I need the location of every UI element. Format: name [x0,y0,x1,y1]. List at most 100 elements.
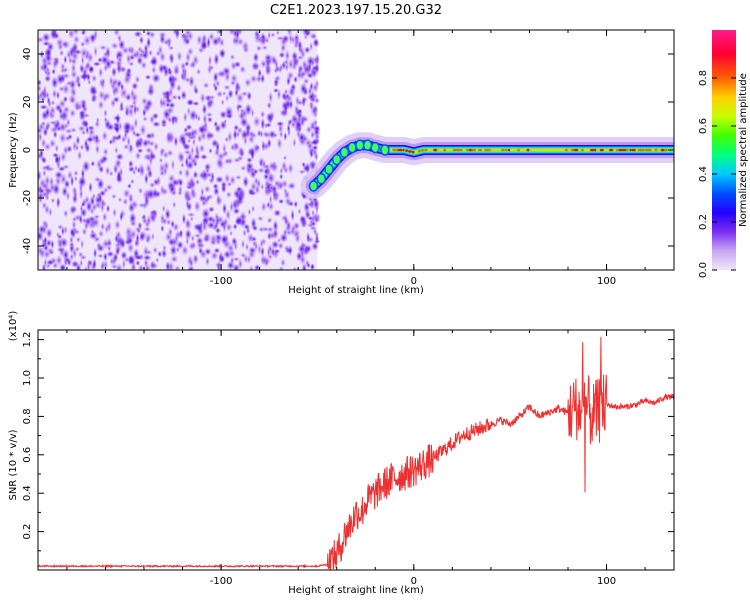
noise-blob [199,194,204,202]
track-point [316,173,327,185]
noise-blob [101,130,109,142]
noise-blob [224,106,234,119]
noise-blob [112,96,120,103]
colorbar-tick-label: 0.2 [698,214,709,230]
noise-blob [42,168,47,178]
noise-blob [68,241,76,248]
noise-blob [309,105,319,117]
noise-blob [149,152,157,161]
noise-blob [157,250,163,258]
noise-blob [279,232,289,243]
noise-blob [304,34,308,40]
spectrogram-panel: -100 0 100 -40 -20 0 20 40 Height of straight l… [8,29,675,296]
track-core [494,148,498,152]
noise-blob [69,108,77,118]
noise-blob [78,188,84,201]
noise-blob [292,228,301,240]
noise-blob [304,244,312,253]
noise-blob [86,72,91,82]
noise-blob [184,30,192,36]
track-core [651,148,655,152]
noise-blob [257,68,262,78]
chart-title: C2E1.2023.197.15.20.G32 [270,3,442,18]
noise-blob [247,249,257,260]
noise-blob [48,207,53,217]
noise-blob [311,33,317,40]
noise-blob [142,116,148,122]
noise-blob [228,30,236,36]
noise-blob [209,238,218,246]
noise-blob [170,254,179,264]
noise-blob [274,74,282,83]
noise-blob [138,136,144,145]
noise-blob [108,75,114,88]
noise-blob [51,57,59,71]
noise-blob [69,85,77,98]
noise-blob [222,90,227,97]
noise-blob [173,67,180,76]
noise-blob [90,160,96,167]
noise-blob [59,121,67,134]
noise-blob [192,170,199,179]
noise-blob [95,133,99,143]
noise-blob [261,159,267,170]
noise-blob [127,254,136,265]
noise-blob [189,109,198,122]
track-core [481,148,485,152]
noise-blob [287,119,292,128]
noise-blob [205,166,210,175]
noise-blob [311,145,319,151]
noise-blob [290,83,297,92]
noise-blob [184,191,189,202]
noise-blob [283,131,288,141]
noise-blob [256,178,262,190]
noise-blob [176,50,183,62]
noise-blob [312,125,321,132]
x-tick-label: 100 [597,576,616,587]
noise-blob [307,85,313,97]
track-core [453,148,457,152]
track-core [450,148,453,152]
noise-blob [50,197,56,204]
noise-blob [282,155,288,161]
noise-blob [194,143,200,156]
noise-blob [235,174,242,181]
noise-blob [171,189,177,197]
noise-blob [265,187,275,195]
noise-blob [196,114,201,122]
noise-blob [288,181,296,191]
track-point [347,141,357,154]
noise-blob [54,170,63,180]
noise-blob [40,137,47,149]
track-core [430,148,434,152]
track-core [427,148,431,152]
track-point [331,153,342,166]
noise-blob [236,146,246,158]
noise-blob [202,81,210,89]
track-core [478,148,483,152]
noise-blob [127,183,132,189]
track-core [436,148,441,152]
noise-blob [163,160,170,172]
noise-blob [181,136,186,149]
noise-blob [103,108,108,118]
noise-blob [232,34,241,47]
track-core [516,148,521,152]
track-core [424,148,428,152]
noise-blob [196,68,202,76]
track-core [490,148,496,152]
x-tick-label: -100 [210,576,233,587]
noise-blob [250,146,256,160]
noise-blob [287,162,294,175]
noise-blob [94,143,101,155]
track-core [471,148,477,152]
noise-blob [118,105,125,112]
snr-series [38,336,674,570]
noise-blob [140,214,146,220]
noise-blob [62,105,71,114]
noise-blob [77,251,84,258]
noise-blob [215,30,224,36]
noise-blob [186,99,195,106]
track-core [484,148,489,152]
noise-blob [161,248,168,259]
